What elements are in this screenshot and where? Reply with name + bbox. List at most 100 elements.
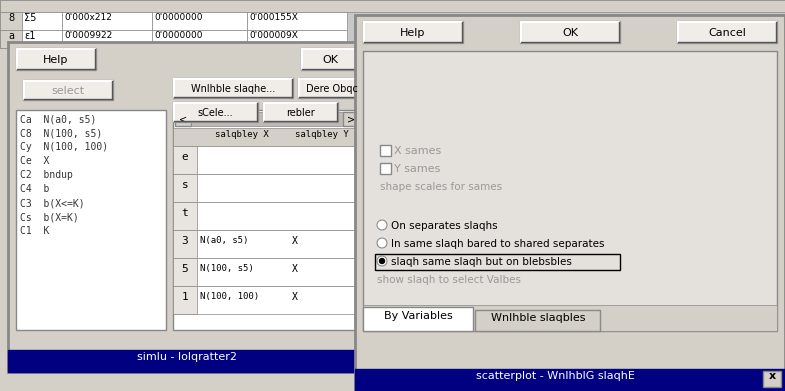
Text: a: a [8, 31, 14, 41]
Text: OK: OK [322, 55, 338, 65]
Bar [16, 110, 166, 330]
Text: N(a0, s5): N(a0, s5) [200, 236, 248, 245]
Bar [62, 12, 152, 30]
Bar [0, 0, 785, 48]
Bar [173, 230, 361, 258]
Bar [247, 30, 347, 48]
Bar [298, 78, 366, 98]
Text: scatterplot - WnlhblG slaqhE: scatterplot - WnlhblG slaqhE [476, 371, 634, 381]
Text: X: X [292, 236, 298, 246]
Text: Cancel: Cancel [708, 28, 746, 38]
Bar [355, 15, 785, 391]
Bar [173, 102, 258, 122]
Circle shape [379, 258, 385, 264]
Text: X sames: X sames [394, 146, 441, 156]
Bar [173, 174, 361, 202]
Bar [173, 128, 361, 146]
Bar [173, 286, 197, 314]
Text: Σ5: Σ5 [24, 13, 36, 23]
Text: C3  b(X<=K): C3 b(X<=K) [20, 198, 85, 208]
Text: 0'0000000: 0'0000000 [154, 13, 203, 22]
Text: salqbley Y: salqbley Y [295, 130, 349, 139]
Bar [173, 258, 361, 286]
Bar [380, 163, 391, 174]
Text: <: < [179, 114, 187, 124]
Bar [173, 146, 361, 174]
Text: rebler: rebler [286, 108, 315, 118]
Text: Wnlhble slaqhe...: Wnlhble slaqhe... [191, 84, 275, 94]
Text: In same slaqh bared to shared separates: In same slaqh bared to shared separates [391, 239, 604, 249]
Circle shape [377, 256, 387, 266]
Text: e: e [181, 152, 188, 162]
Bar [380, 145, 391, 156]
Bar [520, 21, 620, 43]
Bar [677, 21, 777, 43]
Bar [475, 310, 600, 331]
Text: 0'000009Χ: 0'000009Χ [249, 31, 298, 40]
Text: On separates slaqhs: On separates slaqhs [391, 221, 498, 231]
Bar [173, 146, 197, 174]
Bar [0, 0, 785, 12]
Text: By Variables: By Variables [384, 311, 452, 321]
Text: 0'0000000: 0'0000000 [154, 31, 203, 40]
Text: Cs  b(X=K): Cs b(X=K) [20, 212, 78, 222]
Text: 3: 3 [181, 236, 188, 246]
Text: >: > [347, 114, 355, 124]
Text: ε1: ε1 [24, 31, 35, 41]
Bar [263, 102, 338, 122]
Text: sCele...: sCele... [198, 108, 233, 118]
Text: x: x [769, 371, 776, 381]
Text: 1: 1 [181, 292, 188, 302]
Bar [23, 80, 113, 100]
Text: 5: 5 [181, 264, 188, 274]
Bar [363, 307, 473, 331]
Text: 8: 8 [8, 13, 14, 23]
Text: N(100, s5): N(100, s5) [200, 264, 254, 273]
Bar [301, 48, 359, 70]
Bar [22, 30, 62, 48]
Text: shape scales for sames: shape scales for sames [380, 182, 502, 192]
Bar [191, 112, 343, 126]
Text: X: X [292, 264, 298, 274]
Text: C4  b: C4 b [20, 184, 49, 194]
Circle shape [377, 220, 387, 230]
Bar [363, 21, 463, 43]
Text: Help: Help [43, 55, 69, 65]
Text: s: s [181, 180, 188, 190]
Bar [22, 12, 62, 30]
Bar [173, 174, 197, 202]
Text: Help: Help [400, 28, 425, 38]
Text: select: select [52, 86, 85, 96]
Text: 0'000x212: 0'000x212 [64, 13, 112, 22]
Circle shape [377, 238, 387, 248]
Bar [0, 30, 22, 48]
Text: Ce  X: Ce X [20, 156, 49, 166]
Text: t: t [181, 208, 188, 218]
Text: Cy  N(100, 100): Cy N(100, 100) [20, 142, 108, 152]
Text: slaqh same slaqh but on blebsbles: slaqh same slaqh but on blebsbles [391, 257, 572, 267]
Text: Ca  N(a0, s5): Ca N(a0, s5) [20, 114, 97, 124]
Bar [0, 12, 22, 30]
Bar [763, 371, 781, 387]
Bar [62, 30, 152, 48]
Text: OK: OK [562, 28, 578, 38]
Text: C2  bndup: C2 bndup [20, 170, 73, 180]
Bar [8, 42, 366, 372]
Bar [8, 350, 366, 372]
Bar [173, 230, 197, 258]
Bar [355, 369, 785, 391]
Bar [173, 110, 361, 330]
Text: N(100, 100): N(100, 100) [200, 292, 259, 301]
Text: C1  K: C1 K [20, 226, 49, 236]
Text: simlu - lolqratter2: simlu - lolqratter2 [137, 352, 237, 362]
Bar [173, 202, 361, 230]
Bar [175, 112, 191, 126]
Bar [152, 30, 247, 48]
Bar [363, 305, 777, 331]
Text: show slaqh to select Valbes: show slaqh to select Valbes [377, 275, 521, 285]
Text: 0'0009922: 0'0009922 [64, 31, 112, 40]
Bar [375, 254, 620, 270]
Text: Dere Obqc: Dere Obqc [306, 84, 358, 94]
Bar [173, 78, 293, 98]
Text: C8  N(100, s5): C8 N(100, s5) [20, 128, 102, 138]
